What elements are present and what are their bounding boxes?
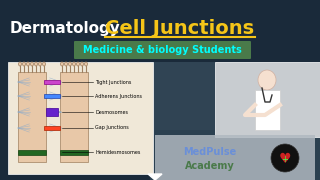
Ellipse shape	[60, 62, 63, 66]
Bar	[155, 135, 315, 180]
Ellipse shape	[22, 62, 26, 66]
Ellipse shape	[38, 62, 42, 66]
Text: ♥: ♥	[279, 152, 291, 166]
Text: Cell Junctions: Cell Junctions	[105, 19, 254, 37]
Ellipse shape	[27, 62, 29, 66]
Bar	[255, 90, 280, 130]
Text: Dermatology: Dermatology	[10, 21, 121, 35]
Polygon shape	[148, 174, 162, 180]
Circle shape	[271, 144, 299, 172]
Bar	[8, 62, 153, 174]
Ellipse shape	[65, 62, 68, 66]
Bar	[18, 72, 46, 162]
Text: Hemidesmosomes: Hemidesmosomes	[95, 150, 140, 154]
Bar	[18, 150, 46, 155]
FancyBboxPatch shape	[74, 41, 251, 59]
Ellipse shape	[258, 70, 276, 90]
Text: MedPulse: MedPulse	[183, 147, 236, 157]
Text: Tight Junctions: Tight Junctions	[95, 80, 132, 84]
Bar	[60, 72, 88, 162]
Text: Gap Junctions: Gap Junctions	[95, 125, 129, 130]
Text: +: +	[282, 154, 288, 163]
Ellipse shape	[68, 62, 71, 66]
Bar	[60, 150, 88, 155]
Ellipse shape	[84, 62, 87, 66]
Text: Academy: Academy	[185, 161, 235, 171]
Bar	[44, 94, 60, 98]
Text: Adherens Junctions: Adherens Junctions	[95, 93, 142, 98]
Ellipse shape	[30, 62, 34, 66]
Bar	[150, 130, 320, 180]
Bar	[44, 126, 60, 130]
Bar	[46, 108, 58, 116]
Ellipse shape	[19, 62, 21, 66]
Ellipse shape	[43, 62, 45, 66]
Ellipse shape	[35, 62, 37, 66]
Text: Desmosomes: Desmosomes	[95, 109, 128, 114]
Ellipse shape	[73, 62, 76, 66]
Ellipse shape	[76, 62, 79, 66]
Text: Medicine & biology Students: Medicine & biology Students	[83, 45, 241, 55]
Bar	[44, 80, 60, 84]
Bar	[215, 62, 320, 137]
Ellipse shape	[81, 62, 84, 66]
Bar	[150, 62, 320, 180]
